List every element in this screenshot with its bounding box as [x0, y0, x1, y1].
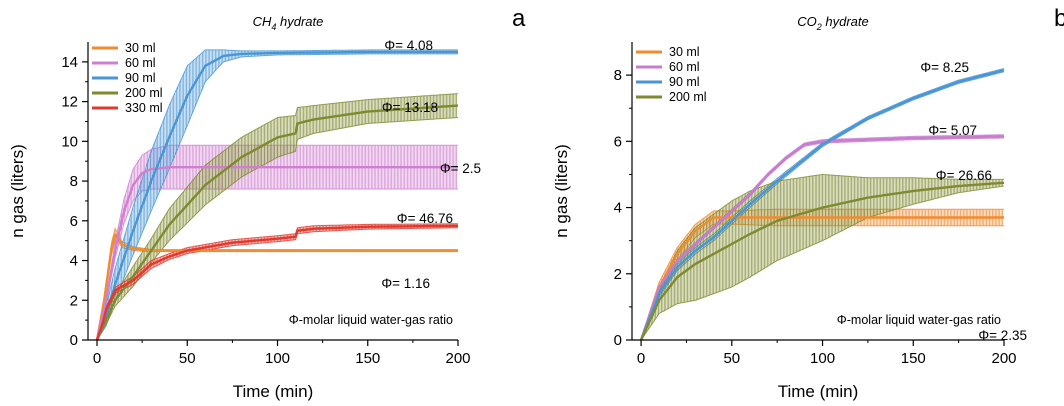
phi-annotation: Φ= 8.25 — [920, 60, 969, 75]
y-tick-label: 8 — [614, 67, 622, 84]
y-axis-label: n gas (liters) — [8, 144, 27, 238]
y-tick-label: 2 — [70, 292, 78, 309]
error-cap-lower — [96, 227, 458, 341]
x-tick-label: 0 — [93, 350, 101, 367]
error-cap-upper — [96, 93, 459, 341]
series-line-30-ml — [95, 233, 458, 341]
x-axis-label: Time (min) — [233, 382, 314, 401]
error-cap-upper — [640, 68, 1005, 341]
y-tick-label: 14 — [61, 54, 78, 71]
x-tick-label: 100 — [810, 350, 835, 367]
series-line-90-ml — [95, 50, 458, 341]
legend-label: 60 ml — [125, 56, 156, 70]
footnote: Φ-molar liquid water-gas ratio — [837, 313, 1001, 327]
error-cap-lower — [96, 53, 458, 341]
errorbars-90-ml — [96, 49, 458, 341]
y-tick-label: 0 — [614, 332, 622, 349]
errorbars-layer — [640, 68, 1005, 341]
error-cap-upper — [640, 173, 1004, 341]
error-cap-upper — [96, 223, 458, 341]
axes: 0 2 4 6 8 0 50 100 150 200 — [614, 42, 1017, 367]
y-tick-label: 10 — [61, 133, 78, 150]
phi-annotation: Φ= 2.35 — [978, 328, 1027, 343]
phi-annotation: Φ= 46.76 — [397, 211, 453, 226]
panel-a: 0 2 4 6 8 10 12 14 0 50 100 150 200 CH4 hydrate a Ti… — [8, 5, 526, 401]
legend-label: 90 ml — [669, 75, 700, 89]
errorbars-200-ml — [96, 93, 459, 341]
x-tick-label: 50 — [179, 350, 196, 367]
y-tick-label: 4 — [614, 200, 622, 217]
error-cap-lower — [640, 185, 1005, 341]
series-line-200-ml — [640, 181, 1005, 341]
series-line-90-ml — [639, 68, 1005, 341]
series-line-200-ml — [95, 104, 459, 341]
y-tick-label: 2 — [614, 266, 622, 283]
annotations: Φ= 1.16 Φ= 2.5 Φ= 4.08 Φ= 13.18 Φ= 46.76 — [381, 38, 481, 291]
error-cap-lower — [96, 188, 458, 341]
x-tick-label: 200 — [445, 350, 470, 367]
lines-layer — [95, 50, 459, 341]
axes: 0 2 4 6 8 10 12 14 0 50 100 150 200 — [61, 42, 471, 367]
footnote: Φ-molar liquid water-gas ratio — [289, 313, 453, 327]
series-line-30-ml — [639, 216, 1004, 341]
error-cap-lower — [640, 71, 1005, 341]
error-cap-upper — [96, 49, 458, 341]
phi-annotation: Φ= 26.66 — [936, 168, 992, 183]
series-line-60-ml — [639, 135, 1004, 341]
phi-annotation: Φ= 2.5 — [440, 161, 481, 176]
phi-annotation: Φ= 1.16 — [381, 276, 430, 291]
lines-layer — [639, 68, 1005, 341]
y-tick-label: 6 — [614, 133, 622, 150]
phi-annotation: Φ= 4.08 — [384, 38, 433, 53]
phi-annotation: Φ= 5.07 — [928, 123, 977, 138]
y-tick-label: 4 — [70, 253, 78, 270]
error-cap-upper — [640, 134, 1004, 341]
errorbars-60-ml — [96, 144, 458, 341]
panel-letter: b — [1054, 5, 1064, 32]
x-tick-label: 150 — [355, 350, 380, 367]
legend-label: 60 ml — [669, 60, 700, 74]
y-axis-label: n gas (liters) — [552, 144, 571, 238]
chart-title: CO2 hydrate — [797, 14, 869, 32]
legend-label: 330 ml — [125, 101, 163, 115]
x-tick-label: 0 — [637, 350, 645, 367]
y-tick-label: 6 — [70, 213, 78, 230]
error-cap-lower — [96, 117, 459, 341]
legend-label: 90 ml — [125, 71, 156, 85]
panel-letter: a — [512, 5, 526, 32]
annotations: Φ= 2.35 Φ= 5.07 Φ= 8.25 Φ= 26.66 — [920, 60, 1027, 343]
x-tick-label: 100 — [265, 350, 290, 367]
series-line-330-ml — [95, 224, 458, 341]
x-axis-label: Time (min) — [778, 382, 859, 401]
x-tick-label: 200 — [991, 350, 1016, 367]
panel-b: 0 2 4 6 8 0 50 100 150 200 CO2 hydrate b Time (mi… — [552, 5, 1064, 401]
legend-label: 200 ml — [669, 90, 707, 104]
phi-annotation: Φ= 13.18 — [382, 100, 438, 115]
legend-label: 200 ml — [125, 86, 163, 100]
y-tick-label: 12 — [61, 94, 78, 111]
y-tick-label: 0 — [70, 332, 78, 349]
legend-label: 30 ml — [669, 45, 700, 59]
y-tick-label: 8 — [70, 173, 78, 190]
x-tick-label: 150 — [901, 350, 926, 367]
x-tick-label: 50 — [723, 350, 740, 367]
legend-label: 30 ml — [125, 41, 156, 55]
chart-title: CH4 hydrate — [253, 14, 324, 32]
